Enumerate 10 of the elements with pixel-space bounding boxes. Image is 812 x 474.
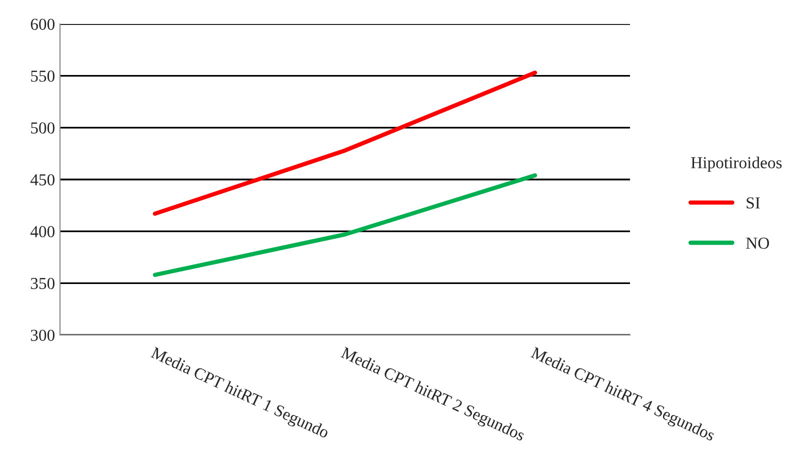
y-tick-label: 300 [30,330,55,341]
y-tick-label: 550 [31,70,55,82]
y-tick-label: 350 [30,278,55,290]
legend-label: NO [746,238,769,249]
y-tick-label: 450 [30,174,55,186]
legend-label: SI [746,197,760,209]
y-tick-label: 500 [31,122,55,134]
y-tick-label: 400 [30,226,55,238]
y-tick-label: 600 [30,18,55,30]
legend-title: Hipotiroideos [691,156,782,172]
